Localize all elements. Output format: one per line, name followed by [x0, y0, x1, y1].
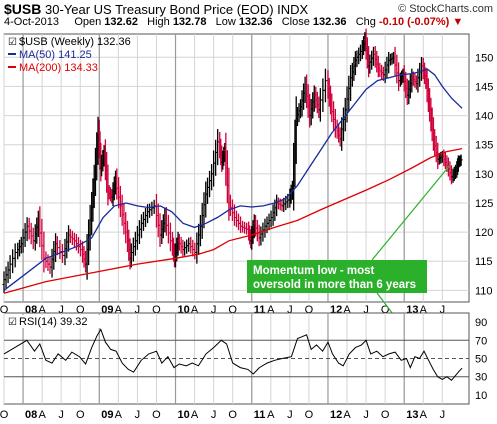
rsi-x-tick: O	[0, 409, 9, 421]
price-x-tick: A	[115, 304, 123, 316]
price-x-tick: A	[420, 304, 428, 316]
brand-text: © StockCharts.com	[398, 3, 493, 15]
price-y-tick: 125	[475, 198, 493, 210]
rsi-x-tick: A	[38, 409, 46, 421]
ma50-line	[3, 68, 463, 291]
rsi-x-tick: J	[211, 409, 217, 421]
legend-ma200: MA(200) 134.33	[19, 62, 98, 74]
price-y-tick: 140	[475, 111, 493, 123]
down-arrow-icon: ▼	[452, 16, 464, 28]
rsi-y-tick: 10	[475, 390, 487, 402]
price-x-tick: J	[287, 304, 293, 316]
rsi-x-tick: A	[420, 409, 428, 421]
ma200-line	[3, 147, 463, 294]
rsi-x-tick: 11	[254, 409, 266, 421]
annotation-text-2: oversold in more than 6 years	[253, 279, 416, 291]
date-label: 4-Oct-2013	[4, 16, 60, 28]
price-x-tick: O	[381, 304, 390, 316]
high-value: 132.78	[172, 16, 207, 28]
close-value: 132.36	[312, 16, 347, 28]
rsi-y-tick: 90	[475, 317, 487, 329]
legend-ma50: MA(50) 141.25	[19, 49, 92, 61]
open-label: Open	[74, 16, 102, 28]
rsi-x-tick: J	[363, 409, 369, 421]
rsi-x-tick: A	[343, 409, 351, 421]
exchange: INDX	[277, 2, 309, 17]
price-x-tick: J	[211, 304, 217, 316]
rsi-x-tick: J	[135, 409, 141, 421]
chg-label: Chg	[355, 16, 376, 28]
high-label: High	[147, 16, 170, 28]
price-x-tick: O	[305, 304, 314, 316]
rsi-x-tick: J	[58, 409, 64, 421]
price-x-tick: A	[191, 304, 199, 316]
close-label: Close	[281, 16, 310, 28]
low-value: 132.36	[238, 16, 273, 28]
rsi-x-tick: A	[191, 409, 199, 421]
rsi-x-tick: J	[287, 409, 293, 421]
price-x-tick: O	[76, 304, 85, 316]
rsi-x-tick: 10	[178, 409, 190, 421]
chart-title: $USB 30-Year US Treasury Bond Price (EOD…	[4, 1, 308, 17]
rsi-legend-bg	[6, 315, 114, 328]
rsi-x-tick: 12	[330, 409, 342, 421]
price-x-tick: O	[0, 304, 9, 316]
instrument-name: 30-Year US Treasury Bond Price (EOD)	[44, 2, 274, 17]
rsi-x-tick: A	[267, 409, 275, 421]
price-panel	[3, 33, 470, 303]
rsi-x-tick: A	[115, 409, 123, 421]
price-y-tick: 150	[475, 52, 493, 64]
rsi-legend: RSI(14) 39.32	[19, 316, 87, 328]
price-x-tick: 11	[254, 304, 266, 316]
annotation-text-1: Momentum low - most	[253, 265, 375, 277]
price-x-tick: J	[58, 304, 64, 316]
price-x-tick: A	[38, 304, 46, 316]
price-x-tick: A	[343, 304, 351, 316]
price-legend	[8, 53, 16, 68]
legend-price: $USB (Weekly) 132.36	[19, 36, 131, 48]
price-y-tick: 145	[475, 81, 493, 93]
ohlc-row: 4-Oct-2013 Open 132.62 High 132.78 Low 1…	[4, 16, 463, 28]
price-y-tick: 135	[475, 140, 493, 152]
rsi-x-tick: 08	[25, 409, 37, 421]
price-y-tick: 110	[475, 285, 493, 297]
annotation-box	[247, 260, 427, 293]
low-label: Low	[215, 16, 236, 28]
rsi-x-tick: O	[228, 409, 237, 421]
rsi-x-tick: O	[305, 409, 314, 421]
price-y-tick: 115	[475, 256, 493, 268]
rsi-y-tick: 70	[475, 335, 487, 347]
brand-logo: © StockCharts.com	[398, 3, 493, 15]
rsi-y-tick: 30	[475, 372, 487, 384]
rsi-x-tick: 09	[101, 409, 113, 421]
symbol: $USB	[4, 1, 42, 17]
chart-header: $USB 30-Year US Treasury Bond Price (EOD…	[0, 0, 497, 32]
price-x-tick: J	[363, 304, 369, 316]
rsi-x-tick: O	[381, 409, 390, 421]
rsi-x-tick: O	[76, 409, 85, 421]
price-x-tick: J	[135, 304, 141, 316]
annotation-pointer-price	[371, 164, 451, 261]
rsi-x-tick: J	[440, 409, 446, 421]
rsi-y-tick: 50	[475, 354, 487, 366]
price-y-tick: 130	[475, 169, 493, 181]
checkbox-icon: ☑	[8, 37, 17, 48]
rsi-x-tick: 13	[406, 409, 418, 421]
rsi-line	[3, 328, 463, 381]
price-y-tick: 120	[475, 227, 493, 239]
price-x-tick: O	[152, 304, 161, 316]
price-x-tick: O	[228, 304, 237, 316]
checkbox-icon: ☑	[8, 317, 17, 328]
rsi-x-tick: O	[152, 409, 161, 421]
price-bars	[2, 28, 463, 293]
open-value: 132.62	[104, 16, 138, 28]
price-x-tick: A	[267, 304, 275, 316]
chg-value: -0.10 (-0.07%)	[378, 16, 450, 28]
price-x-tick: J	[440, 304, 446, 316]
